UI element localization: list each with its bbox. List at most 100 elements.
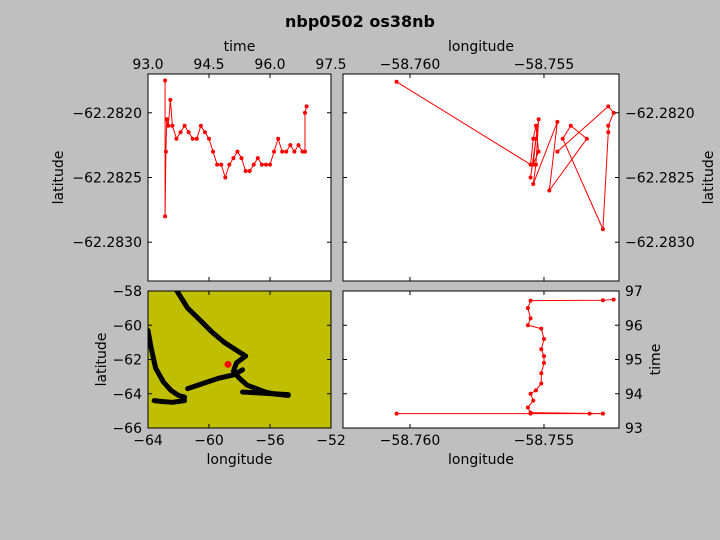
x-tick-label: 96.0 bbox=[254, 57, 285, 73]
data-point bbox=[560, 136, 565, 141]
data-point bbox=[163, 78, 168, 83]
plot-content bbox=[394, 297, 616, 416]
x-tick-label: 93.0 bbox=[132, 57, 163, 73]
data-point bbox=[182, 123, 187, 128]
data-point bbox=[528, 316, 533, 321]
station-marker bbox=[224, 360, 232, 368]
data-point bbox=[600, 227, 605, 232]
data-point bbox=[587, 411, 592, 416]
y-axis-label: latitude bbox=[701, 151, 717, 205]
data-point bbox=[302, 149, 307, 154]
data-point bbox=[178, 130, 183, 135]
data-point bbox=[223, 175, 228, 180]
data-point bbox=[531, 181, 536, 186]
y-tick-label: 94 bbox=[625, 387, 643, 403]
y-tick-label: −62.2830 bbox=[625, 235, 695, 251]
data-point bbox=[547, 188, 552, 193]
ship-track-4 bbox=[185, 367, 246, 392]
data-point bbox=[600, 298, 605, 303]
x-axis-label: longitude bbox=[207, 452, 273, 468]
plot-area bbox=[343, 74, 619, 281]
data-point bbox=[606, 104, 611, 109]
data-point bbox=[394, 411, 399, 416]
data-point bbox=[531, 398, 536, 403]
plot-content bbox=[394, 79, 616, 232]
data-point bbox=[231, 156, 236, 161]
x-tick-label: −52 bbox=[316, 433, 346, 449]
x-tick-label: −58.755 bbox=[514, 57, 575, 73]
plot-content bbox=[163, 78, 309, 219]
data-point bbox=[227, 162, 232, 167]
data-point bbox=[168, 97, 173, 102]
ship-track-5 bbox=[240, 389, 291, 398]
y-tick-label: −66 bbox=[112, 421, 142, 437]
data-point bbox=[255, 156, 260, 161]
data-point bbox=[174, 136, 179, 141]
y-axis-label: latitude bbox=[51, 151, 67, 205]
plot-area bbox=[343, 291, 619, 428]
data-point bbox=[194, 136, 199, 141]
x-axis-label: time bbox=[224, 39, 256, 55]
figure-title: nbp0502 os38nb bbox=[285, 12, 435, 31]
data-point bbox=[247, 169, 252, 174]
data-point bbox=[280, 149, 285, 154]
ship-track-0 bbox=[148, 327, 188, 400]
data-point bbox=[211, 149, 216, 154]
x-axis-label: longitude bbox=[448, 39, 514, 55]
x-tick-label: −58.760 bbox=[380, 433, 441, 449]
data-point bbox=[536, 149, 541, 154]
ship-track-2 bbox=[174, 291, 249, 359]
data-point bbox=[541, 336, 546, 341]
y-tick-label: 93 bbox=[625, 421, 643, 437]
y-tick-label: −64 bbox=[112, 387, 142, 403]
x-tick-label: −56 bbox=[255, 433, 285, 449]
data-point bbox=[259, 162, 264, 167]
y-tick-label: −62.2825 bbox=[625, 171, 695, 187]
panel-time_lat: 93.0 94.5 96.0 97.5 −62.2820 −62.2825 −62.2830… bbox=[51, 39, 347, 282]
y-tick-label: −62.2830 bbox=[72, 235, 142, 251]
data-point bbox=[186, 130, 191, 135]
data-point bbox=[166, 123, 171, 128]
data-point bbox=[198, 123, 203, 128]
panel-lon_lat: −58.760 −58.755 −62.2820 −62.2825 −62.2830 lo… bbox=[342, 39, 717, 282]
data-point bbox=[611, 297, 616, 302]
data-point bbox=[533, 388, 538, 393]
y-tick-label: 97 bbox=[625, 284, 643, 300]
x-tick-label: −60 bbox=[194, 433, 224, 449]
x-tick-label: 97.5 bbox=[315, 57, 346, 73]
data-point bbox=[243, 169, 248, 174]
data-point bbox=[190, 136, 195, 141]
x-tick-label: −64 bbox=[133, 433, 163, 449]
data-point bbox=[276, 136, 281, 141]
data-point bbox=[263, 162, 268, 167]
data-point bbox=[611, 110, 616, 115]
data-point bbox=[296, 143, 301, 148]
data-point bbox=[528, 410, 533, 415]
data-point bbox=[528, 298, 533, 303]
ship-track-1 bbox=[151, 398, 188, 405]
data-point bbox=[539, 347, 544, 352]
data-point bbox=[288, 143, 293, 148]
data-point bbox=[304, 104, 309, 109]
y-tick-label: 96 bbox=[625, 318, 643, 334]
data-point bbox=[539, 326, 544, 331]
x-axis-label: longitude bbox=[448, 452, 514, 468]
y-tick-label: −62.2825 bbox=[72, 171, 142, 187]
data-point bbox=[163, 149, 168, 154]
x-tick-label: 94.5 bbox=[193, 57, 224, 73]
data-point bbox=[600, 411, 605, 416]
data-point bbox=[394, 79, 399, 84]
panel-map: −64 −60 −56 −52−58−60−62−64−66longitudelati… bbox=[94, 284, 346, 468]
y-tick-label: −62.2820 bbox=[625, 106, 695, 122]
data-point bbox=[536, 117, 541, 122]
data-point bbox=[219, 162, 224, 167]
data-point bbox=[525, 405, 530, 410]
data-point bbox=[163, 214, 168, 219]
y-tick-label: −62.2820 bbox=[72, 106, 142, 122]
y-tick-label: −58 bbox=[112, 284, 142, 300]
data-point bbox=[555, 119, 560, 124]
plot-area bbox=[148, 74, 331, 281]
data-point bbox=[292, 149, 297, 154]
data-point bbox=[541, 360, 546, 365]
